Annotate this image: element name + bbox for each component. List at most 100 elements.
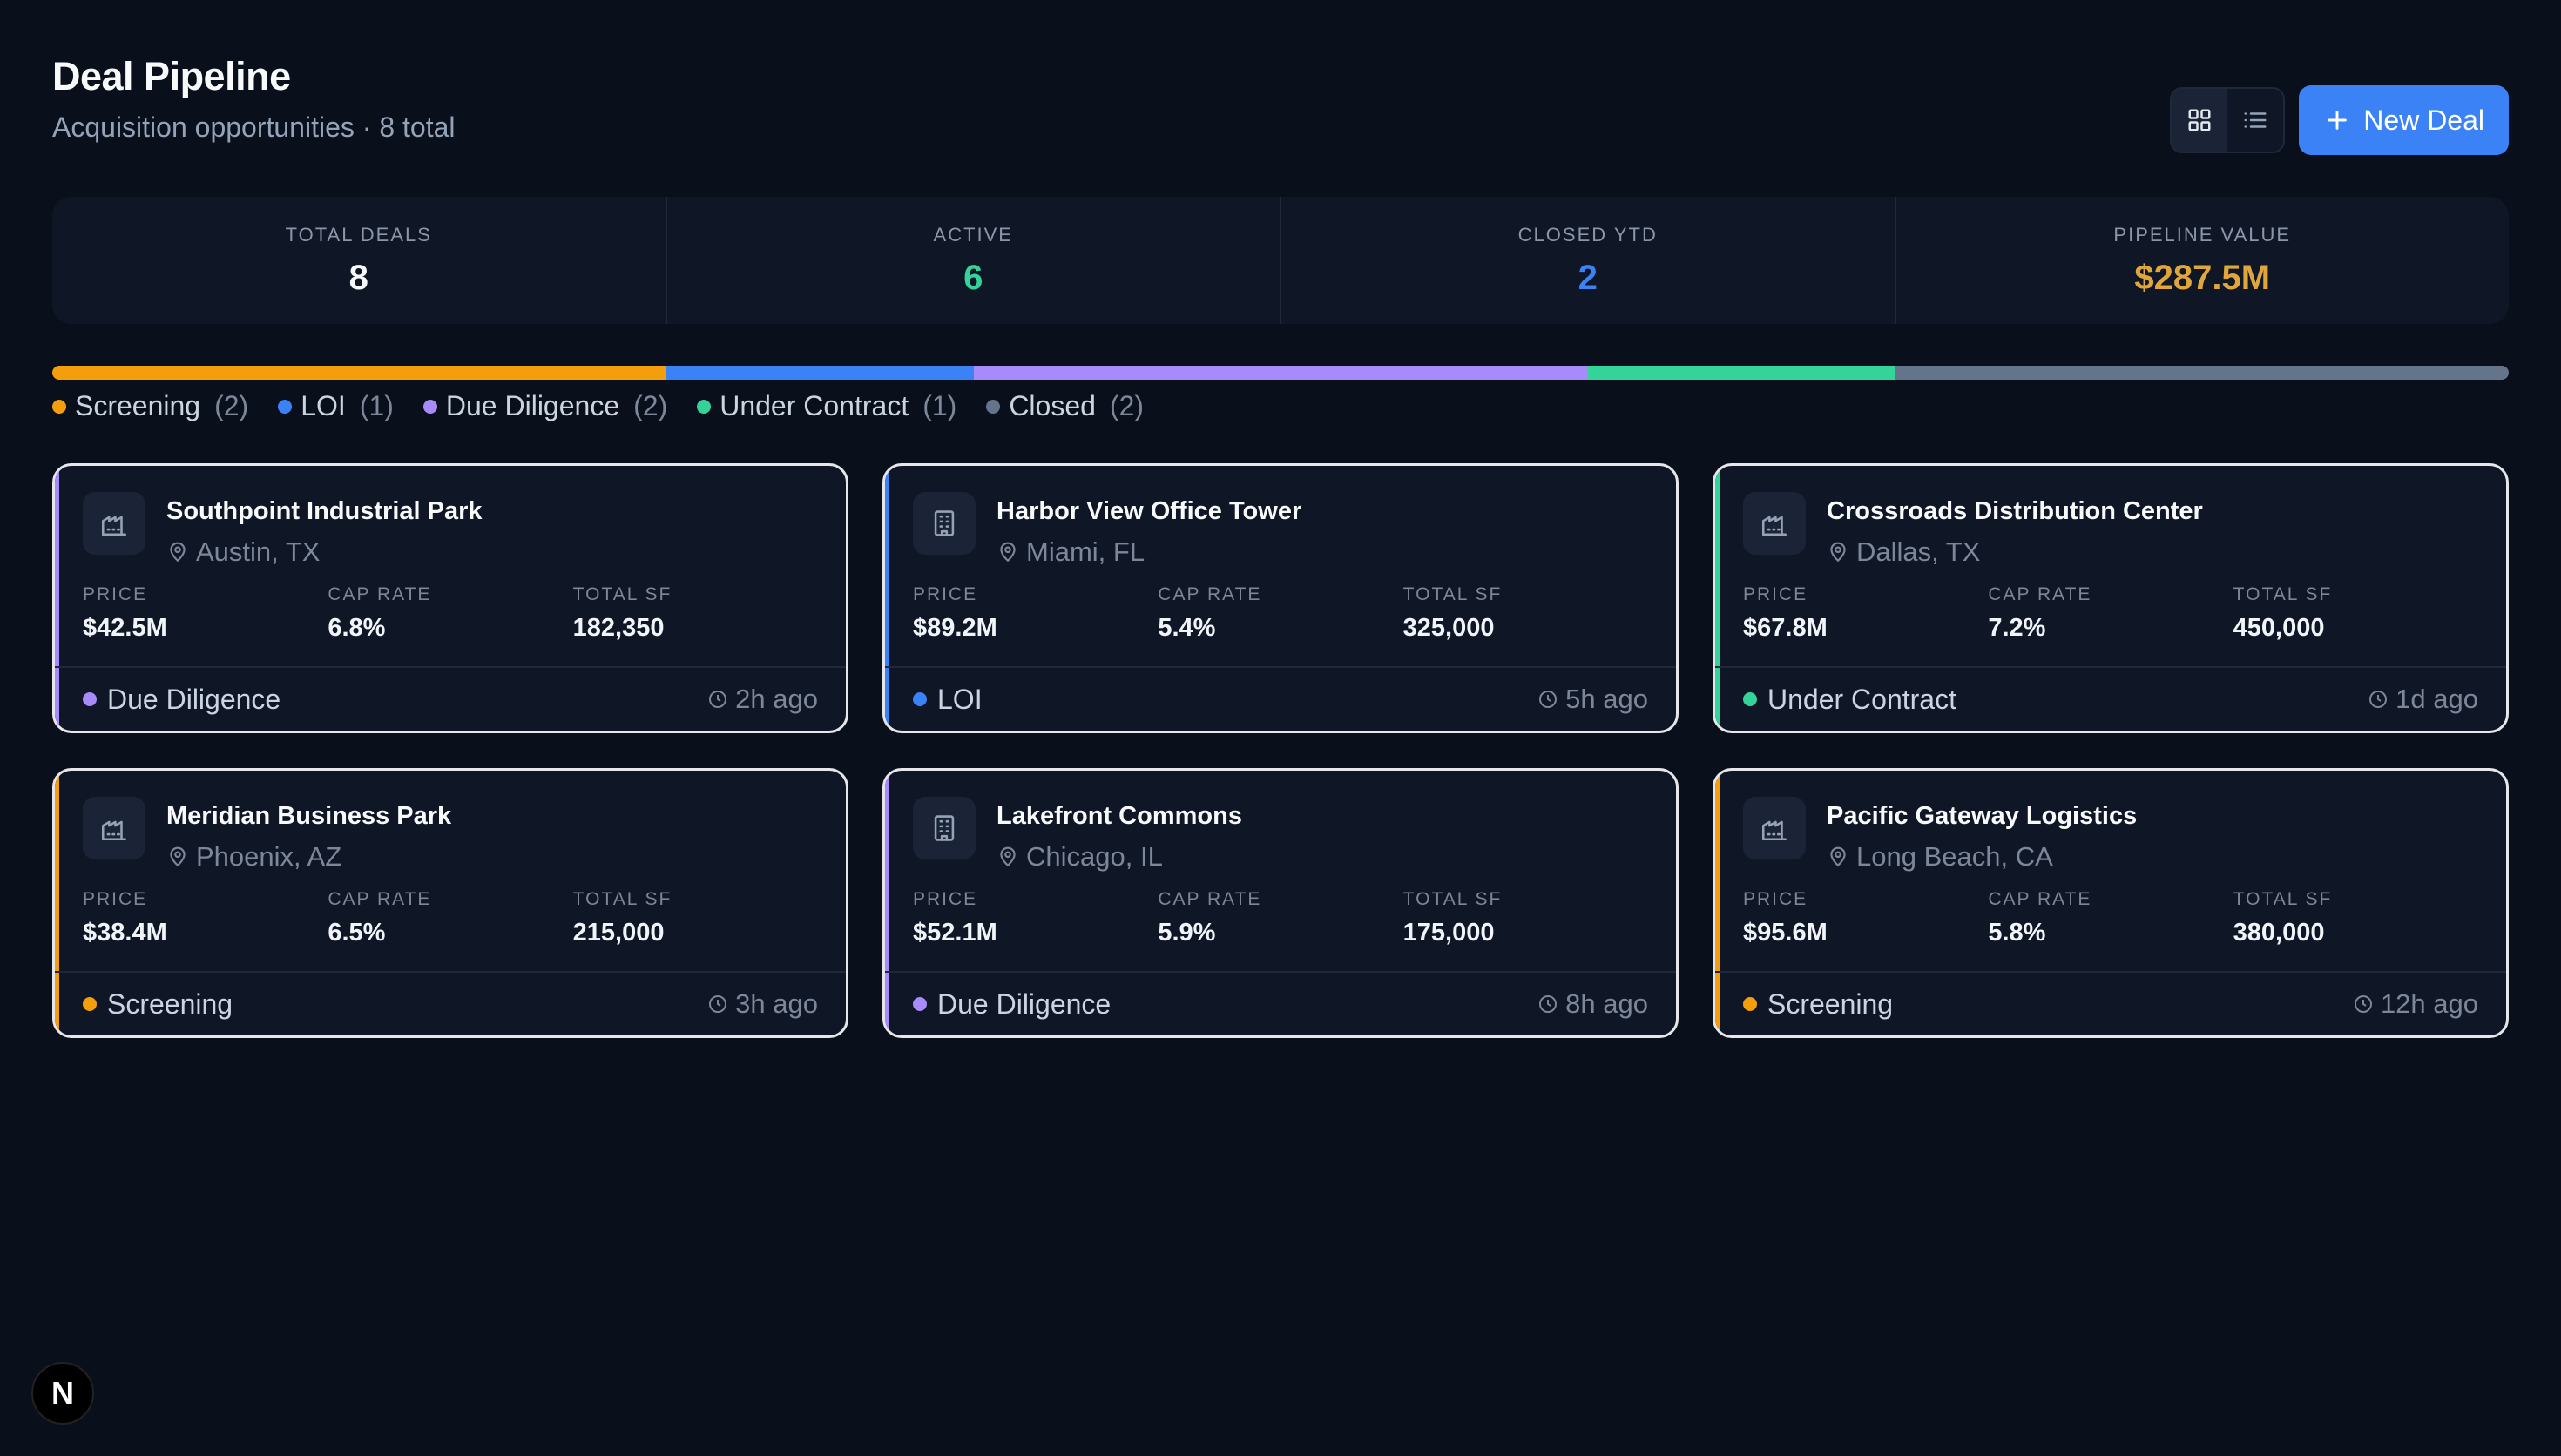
deal-card[interactable]: Pacific Gateway Logistics Long Beach, CA P…	[1713, 768, 2509, 1038]
deal-location-text: Austin, TX	[196, 536, 321, 567]
stat-label: PIPELINE VALUE	[2113, 223, 2292, 246]
metric-value: 450,000	[2233, 614, 2325, 642]
legend-label: Under Contract	[720, 390, 909, 421]
deal-card-header: Southpoint Industrial Park Austin, TX	[83, 492, 483, 568]
deal-card[interactable]: Lakefront Commons Chicago, IL PRICE $52.1M C…	[882, 768, 1679, 1038]
stats-panel: TOTAL DEALS 8 ACTIVE 6 CLOSED YTD 2 PIPE…	[52, 197, 2509, 324]
deal-card-header: Meridian Business Park Phoenix, AZ	[83, 797, 451, 873]
legend-item[interactable]: Screening (2)	[52, 390, 248, 422]
deal-location: Dallas, TX	[1827, 536, 2203, 568]
metric-total-sf: TOTAL SF 215,000	[573, 889, 818, 947]
metric-label: CAP RATE	[328, 584, 432, 604]
factory-icon	[1761, 516, 1787, 536]
metric-label: TOTAL SF	[572, 584, 672, 604]
view-toggle	[2170, 87, 2286, 153]
page-header: Deal Pipeline Acquisition opportunities …	[52, 54, 2509, 158]
metric-label: CAP RATE	[1988, 889, 2092, 909]
clock-icon	[709, 691, 727, 708]
framework-badge[interactable]: N	[31, 1362, 94, 1425]
time-label: 5h ago	[1565, 684, 1648, 714]
metric-label: PRICE	[83, 584, 148, 604]
stat-pipeline-value: PIPELINE VALUE $287.5M	[1896, 197, 2510, 324]
time-label: 2h ago	[735, 684, 818, 714]
legend-count: (2)	[1109, 390, 1145, 421]
metric-total-sf: TOTAL SF 325,000	[1403, 584, 1648, 643]
metric-label: TOTAL SF	[572, 889, 672, 909]
deal-metrics: PRICE $67.8M CAP RATE 7.2% TOTAL SF 450,000	[1743, 584, 2478, 643]
building-icon-tile	[83, 797, 145, 859]
status-dot	[1743, 692, 1757, 706]
time-label: 1d ago	[2395, 684, 2478, 714]
metric-value: $52.1M	[913, 919, 997, 947]
status-dot	[83, 692, 97, 706]
map-pin-icon	[170, 542, 186, 563]
metric-label: CAP RATE	[1988, 584, 2092, 604]
legend-label: Screening	[75, 390, 201, 421]
new-deal-button[interactable]: New Deal	[2299, 85, 2509, 155]
metric-value: $95.6M	[1743, 919, 1828, 947]
status-label: Due Diligence	[107, 683, 281, 715]
new-deal-label: New Deal	[2363, 104, 2484, 136]
status-label: Due Diligence	[937, 988, 1112, 1020]
metric-cap-rate: CAP RATE 7.2%	[1988, 584, 2233, 643]
status-label: Under Contract	[1767, 683, 1956, 715]
deal-card-titles: Lakefront Commons Chicago, IL	[997, 797, 1242, 873]
legend-item[interactable]: Closed (2)	[986, 390, 1144, 422]
metric-label: TOTAL SF	[2233, 584, 2333, 604]
stat-value: 6	[963, 258, 983, 297]
deal-card[interactable]: Southpoint Industrial Park Austin, TX PRIC…	[52, 463, 848, 733]
legend-item[interactable]: Due Diligence (2)	[422, 390, 668, 422]
legend-item[interactable]: Under Contract (1)	[697, 390, 956, 422]
deal-card[interactable]: Meridian Business Park Phoenix, AZ PRICE $3…	[52, 768, 848, 1038]
metric-value: 5.8%	[1988, 919, 2046, 947]
metric-total-sf: TOTAL SF 182,350	[573, 584, 818, 643]
metric-price: PRICE $67.8M	[1743, 584, 1988, 643]
page-title: Deal Pipeline	[52, 54, 291, 98]
metric-cap-rate: CAP RATE 5.9%	[1158, 889, 1402, 947]
legend-dot	[52, 399, 66, 414]
legend-label: LOI	[301, 390, 346, 421]
deal-status: Screening	[83, 988, 233, 1021]
building-icon-tile	[1743, 492, 1806, 555]
deal-updated-time: 2h ago	[707, 684, 818, 715]
map-pin-icon	[1000, 542, 1016, 563]
deal-card-titles: Meridian Business Park Phoenix, AZ	[166, 797, 451, 873]
legend-item[interactable]: LOI (1)	[278, 390, 394, 422]
clock-icon	[2354, 995, 2372, 1013]
legend-count: (2)	[633, 390, 668, 421]
legend-label: Closed	[1009, 390, 1096, 421]
metric-label: CAP RATE	[1158, 584, 1262, 604]
status-dot	[913, 997, 927, 1011]
metric-value: 7.2%	[1988, 614, 2046, 642]
factory-icon	[1761, 820, 1787, 841]
metric-label: TOTAL SF	[2233, 889, 2333, 909]
stat-label: CLOSED YTD	[1517, 223, 1658, 246]
grid-view-button[interactable]	[2172, 89, 2228, 152]
stat-value: 2	[1578, 258, 1598, 297]
deal-card[interactable]: Harbor View Office Tower Miami, FL PRICE $8…	[882, 463, 1679, 733]
deal-card-footer: Due Diligence 2h ago	[55, 666, 846, 731]
deal-status: Screening	[1743, 988, 1893, 1021]
deal-location: Phoenix, AZ	[166, 841, 451, 873]
deal-name: Southpoint Industrial Park	[166, 497, 483, 525]
status-label: Screening	[1767, 988, 1894, 1020]
stat-closed-ytd: CLOSED YTD 2	[1281, 197, 1896, 324]
deal-updated-time: 8h ago	[1537, 988, 1648, 1020]
list-view-button[interactable]	[2227, 89, 2283, 152]
stat-label: ACTIVE	[933, 223, 1013, 246]
deal-name: Harbor View Office Tower	[997, 497, 1302, 525]
metric-price: PRICE $52.1M	[913, 889, 1158, 947]
status-dot	[83, 997, 97, 1011]
office-building-icon	[934, 510, 955, 536]
deal-card-footer: Under Contract 1d ago	[1715, 666, 2506, 731]
stat-active: ACTIVE 6	[667, 197, 1281, 324]
deal-location-text: Dallas, TX	[1856, 536, 1981, 567]
deal-card-header: Pacific Gateway Logistics Long Beach, CA	[1743, 797, 2137, 873]
deal-card[interactable]: Crossroads Distribution Center Dallas, TX…	[1713, 463, 2509, 733]
time-label: 8h ago	[1565, 988, 1648, 1019]
deal-location: Long Beach, CA	[1827, 841, 2137, 873]
status-label: Screening	[107, 988, 233, 1020]
pipeline-segment	[666, 366, 974, 380]
deal-card-header: Lakefront Commons Chicago, IL	[913, 797, 1242, 873]
deal-name: Pacific Gateway Logistics	[1827, 802, 2138, 830]
